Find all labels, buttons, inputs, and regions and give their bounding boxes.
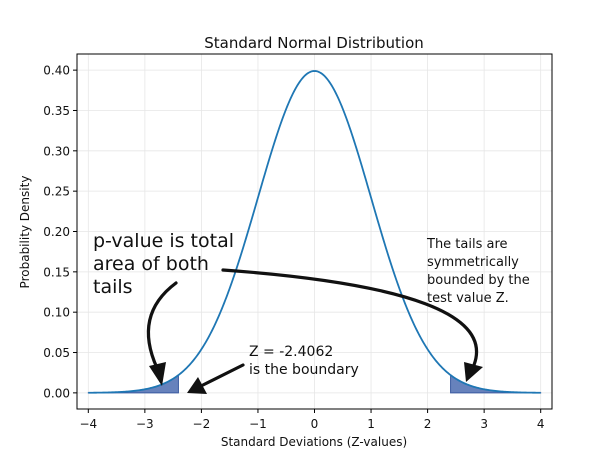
- x-tick-label: −1: [249, 417, 267, 431]
- normal-curve-line: [88, 70, 541, 394]
- y-axis-ticks: 0.00 0.05 0.10 0.15 0.20 0.25 0.30 0.35 0.40: [43, 64, 77, 400]
- tails-annotation-line-1: The tails are: [426, 237, 508, 252]
- y-tick-label: 0.05: [43, 346, 70, 360]
- arrow-to-right-tail: [221, 268, 479, 367]
- arrow-to-z-boundary-head: [187, 377, 207, 394]
- arrow-to-z-boundary: [201, 363, 245, 387]
- x-tick-label: 1: [367, 417, 375, 431]
- x-tick-label: 0: [311, 417, 319, 431]
- chart-title: Standard Normal Distribution: [204, 34, 424, 52]
- y-tick-label: 0.10: [43, 306, 70, 320]
- arrow-to-left-tail: [146, 281, 178, 370]
- y-tick-label: 0.35: [43, 104, 70, 118]
- x-tick-label: −4: [79, 417, 97, 431]
- y-tick-label: 0.00: [43, 386, 70, 400]
- y-tick-label: 0.25: [43, 185, 70, 199]
- pvalue-annotation-line-1: p-value is total: [93, 230, 234, 252]
- x-tick-label: 2: [424, 417, 432, 431]
- pvalue-annotation-line-3: tails: [93, 276, 133, 298]
- tails-annotation-line-2: symmetrically: [427, 255, 519, 270]
- x-axis-ticks: −4 −3 −2 −1 0 1 2 3 4: [79, 409, 545, 431]
- y-tick-label: 0.40: [43, 64, 70, 78]
- z-annotation-line-1: Z = -2.4062: [249, 344, 333, 360]
- x-axis-label: Standard Deviations (Z-values): [221, 435, 407, 449]
- x-tick-label: 3: [480, 417, 488, 431]
- y-tick-label: 0.30: [43, 144, 70, 158]
- y-axis-label: Probability Density: [18, 176, 32, 289]
- arrow-to-right-tail-head: [464, 362, 483, 382]
- arrow-to-left-tail-head: [149, 362, 166, 386]
- tails-annotation-line-4: test value Z.: [427, 291, 509, 306]
- y-tick-label: 0.20: [43, 225, 70, 239]
- x-tick-label: −3: [136, 417, 154, 431]
- z-annotation-line-2: is the boundary: [249, 362, 359, 378]
- tails-annotation-line-3: bounded by the: [427, 273, 530, 288]
- x-tick-label: 4: [537, 417, 545, 431]
- pvalue-annotation-line-2: area of both: [93, 253, 209, 275]
- x-tick-label: −2: [193, 417, 211, 431]
- y-tick-label: 0.15: [43, 265, 70, 279]
- series-layer: [88, 70, 541, 394]
